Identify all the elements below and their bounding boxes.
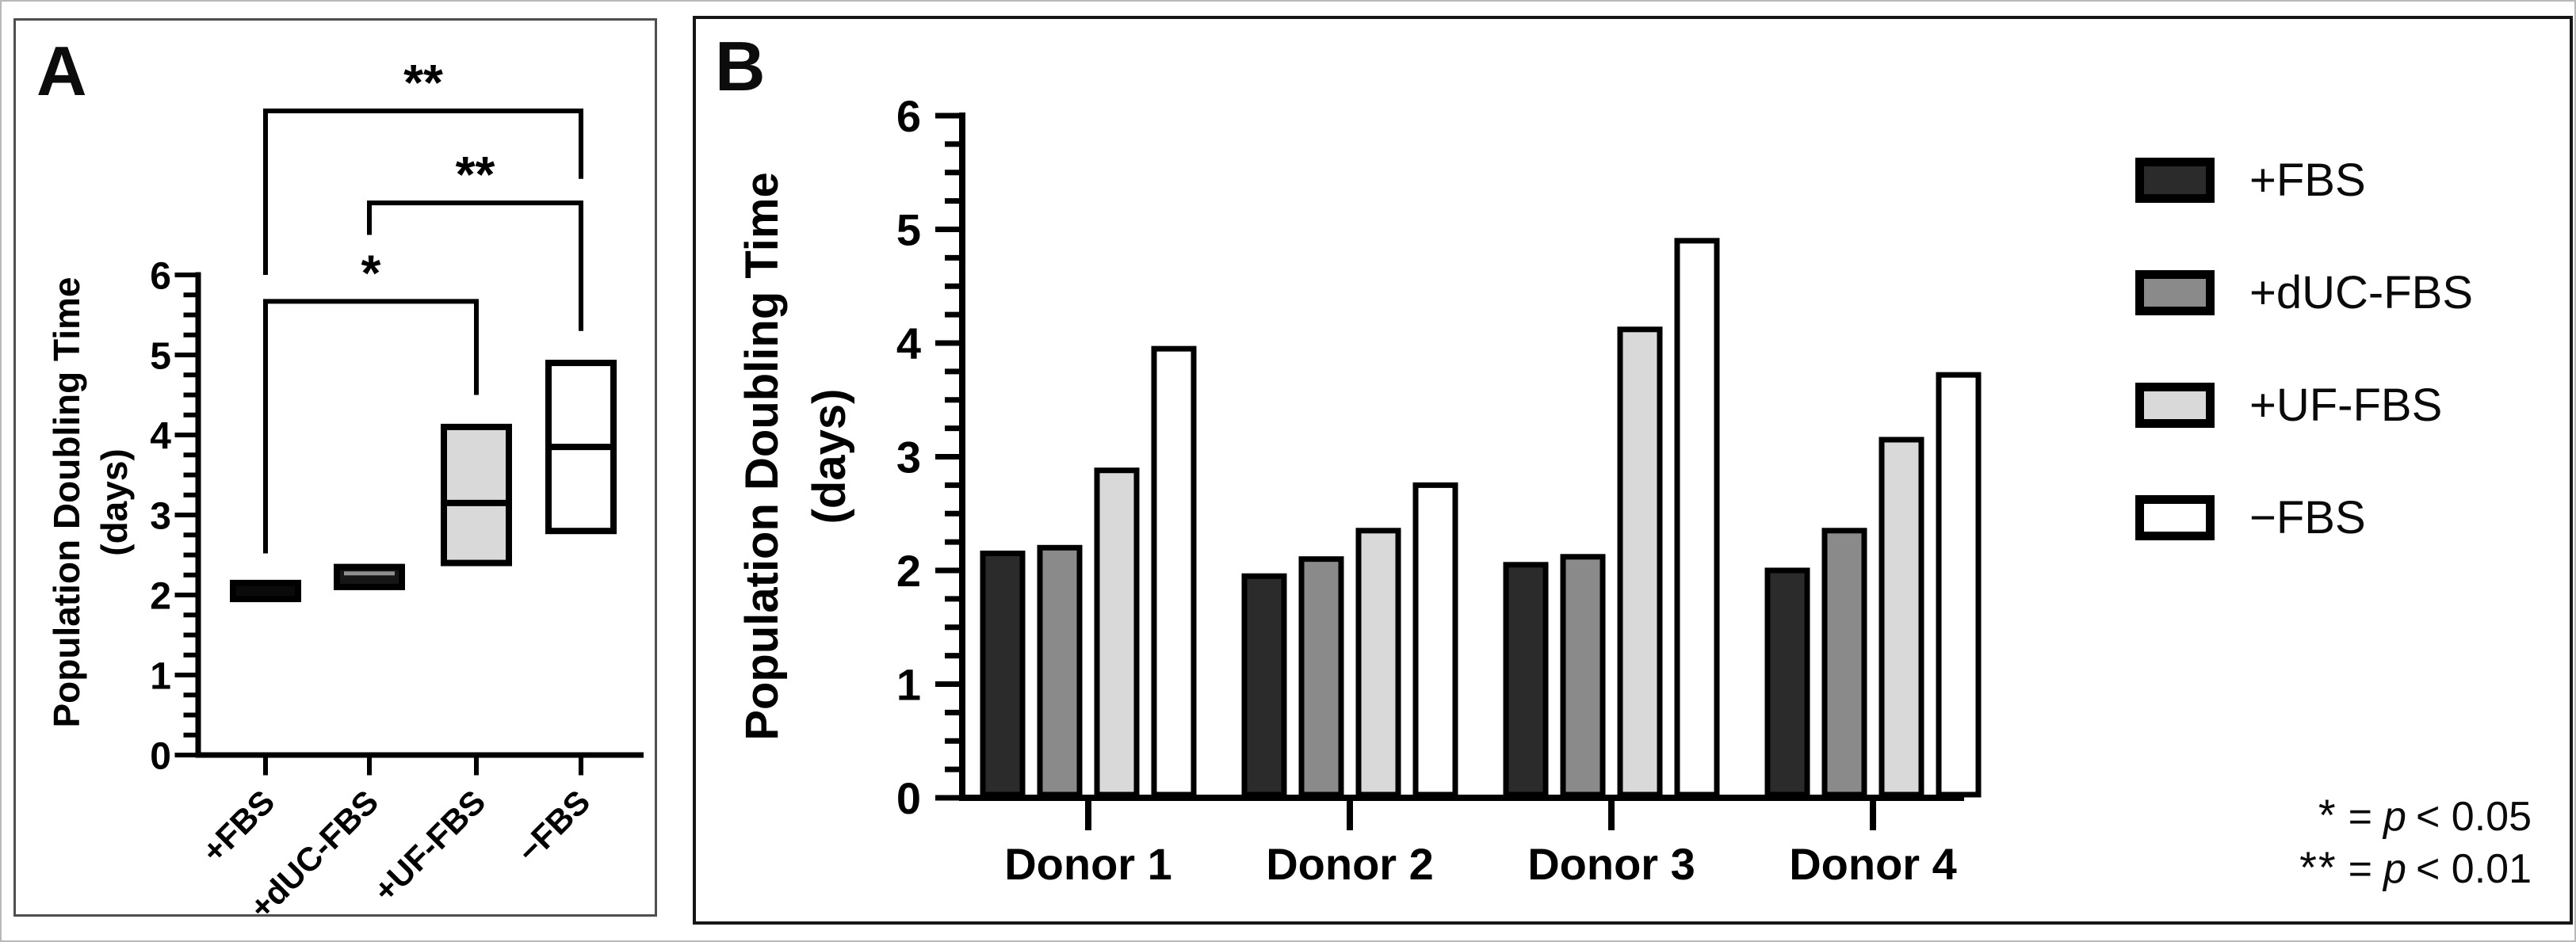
y-tick-label: 6 xyxy=(150,255,171,297)
x-category-label: +FBS xyxy=(194,783,281,870)
bracket-+dUC-FBS-vs-−FBS xyxy=(367,200,583,331)
bar-donor-2-+dUC-FBS xyxy=(1298,556,1344,798)
bar-donor-2-−FBS xyxy=(1412,482,1458,798)
y-tick-label: 6 xyxy=(896,91,921,141)
legend-item: +dUC-FBS xyxy=(2135,261,2473,324)
legend-item: −FBS xyxy=(2135,486,2473,549)
panel-b-label: B xyxy=(715,27,766,105)
bar-donor-1-−FBS xyxy=(1151,345,1197,798)
significance-star: ** xyxy=(456,146,495,203)
y-axis-tick-labels: 0 1 2 3 4 5 6 xyxy=(150,255,171,777)
legend-label: +FBS xyxy=(2249,154,2366,206)
x-axis-labels: Donor 1 Donor 2 Donor 3 Donor 4 xyxy=(1004,839,1957,889)
bar-donor-4-−FBS xyxy=(1936,372,1982,798)
y-axis-title-line1: Population Doubling Time xyxy=(736,172,788,740)
bar-donor-3-+FBS xyxy=(1503,562,1549,798)
y-axis-ticks xyxy=(935,113,959,801)
double-asterisk: ** xyxy=(2299,842,2337,892)
y-tick-label: 0 xyxy=(150,735,171,777)
significance-star: ** xyxy=(403,54,443,111)
significance-stars: ***** xyxy=(361,54,495,301)
single-asterisk: * xyxy=(2318,790,2337,840)
significance-brackets xyxy=(263,108,583,554)
box-+dUC-FBS xyxy=(334,563,405,590)
bar-donor-3-−FBS xyxy=(1674,238,1720,798)
panel-a: A 0 1 2 3 4 5 6 Population Doubling Time (days) *… xyxy=(13,18,657,917)
bar-group-donor-4 xyxy=(1764,372,1982,798)
bar-donor-3-+UF-FBS xyxy=(1617,326,1663,798)
legend-swatch-duc-fbs xyxy=(2135,270,2215,315)
y-tick-label: 1 xyxy=(150,655,171,697)
bar-donor-1-+FBS xyxy=(980,550,1026,798)
significance-note-p01: ** = p < 0.01 xyxy=(2299,842,2532,892)
bar-group-donor-3 xyxy=(1503,238,1720,798)
y-tick-label: 0 xyxy=(896,773,921,823)
grouped-bar-chart-population-doubling-time: 0 1 2 3 4 5 6 Population Doubling Time (days) Don… xyxy=(736,91,1982,889)
legend-label: −FBS xyxy=(2249,492,2366,543)
bar-donor-4-+dUC-FBS xyxy=(1821,528,1867,798)
y-axis-title-line2: (days) xyxy=(804,389,855,524)
x-category-label: −FBS xyxy=(510,783,597,870)
donor-label: Donor 4 xyxy=(1789,839,1957,889)
box-+UF-FBS xyxy=(441,423,512,566)
bar-donor-2-+FBS xyxy=(1241,573,1287,798)
x-axis-ticks xyxy=(1085,801,1876,830)
bar-donor-4-+FBS xyxy=(1764,567,1810,798)
y-axis xyxy=(195,272,644,758)
donor-label: Donor 1 xyxy=(1004,839,1172,889)
significance-notes: * = p < 0.05 ** = p < 0.01 xyxy=(2299,790,2532,894)
bracket-+FBS-vs-−FBS xyxy=(263,108,583,275)
y-tick-label: 4 xyxy=(150,415,171,457)
y-axis-title: Population Doubling Time (days) xyxy=(736,172,855,740)
significance-star: * xyxy=(361,244,381,301)
legend-label: +dUC-FBS xyxy=(2249,267,2474,318)
y-tick-label: 5 xyxy=(896,205,921,255)
bar-group-donor-1 xyxy=(980,345,1197,798)
bar-donor-1-+dUC-FBS xyxy=(1037,544,1083,798)
bar-donor-4-+UF-FBS xyxy=(1878,437,1924,798)
x-axis-labels: +FBS+dUC-FBS+UF-FBS −FBS xyxy=(194,783,597,914)
y-axis-title-line2: (days) xyxy=(94,448,135,555)
legend: +FBS +dUC-FBS +UF-FBS −FBS xyxy=(2135,149,2473,599)
y-tick-label: 2 xyxy=(896,546,921,596)
bar-groups xyxy=(980,238,1982,798)
y-axis-title: Population Doubling Time (days) xyxy=(46,276,135,727)
significance-note-p05: * = p < 0.05 xyxy=(2318,790,2532,840)
y-axis xyxy=(959,113,1964,801)
legend-swatch-uf-fbs xyxy=(2135,383,2215,428)
x-category-label: +UF-FBS xyxy=(366,783,492,909)
y-axis-tick-labels: 0 1 2 3 4 5 6 xyxy=(896,91,921,823)
bar-donor-2-+UF-FBS xyxy=(1355,528,1401,798)
bracket-+FBS-vs-+UF-FBS xyxy=(263,299,479,554)
donor-label: Donor 2 xyxy=(1266,839,1434,889)
y-tick-label: 5 xyxy=(150,335,171,377)
legend-swatch-fbs xyxy=(2135,158,2215,203)
y-axis-title-line1: Population Doubling Time xyxy=(46,276,87,727)
y-tick-label: 2 xyxy=(150,575,171,617)
legend-item: +FBS xyxy=(2135,149,2473,212)
bar-group-donor-2 xyxy=(1241,482,1458,798)
bar-donor-3-+dUC-FBS xyxy=(1560,554,1606,798)
panel-a-label: A xyxy=(36,32,88,110)
bar-donor-1-+UF-FBS xyxy=(1094,467,1140,798)
box-+FBS xyxy=(230,579,301,603)
x-axis-ticks xyxy=(263,757,583,776)
legend-label: +UF-FBS xyxy=(2249,379,2443,431)
y-axis-ticks xyxy=(174,273,196,757)
y-tick-label: 4 xyxy=(896,318,921,368)
y-tick-label: 3 xyxy=(896,433,921,482)
y-tick-label: 3 xyxy=(150,495,171,537)
donor-label: Donor 3 xyxy=(1527,839,1695,889)
legend-swatch-no-fbs xyxy=(2135,495,2215,540)
y-tick-label: 1 xyxy=(896,660,921,710)
legend-item: +UF-FBS xyxy=(2135,374,2473,437)
panel-b: B 0 1 2 3 4 5 6 Population Doubling Time (days) D… xyxy=(693,16,2573,925)
floating-boxes xyxy=(230,360,617,603)
